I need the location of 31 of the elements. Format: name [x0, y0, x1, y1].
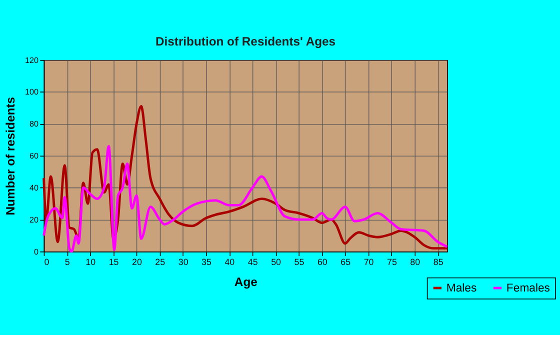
y-tick-label: 100 [25, 88, 40, 97]
x-tick-label: 35 [202, 256, 212, 267]
x-tick-label: 40 [224, 256, 235, 267]
x-tick-label: 0 [44, 256, 50, 267]
x-tick-label: 70 [364, 256, 374, 267]
y-axis-title: Number of residents [3, 96, 18, 216]
x-tick-label: 15 [108, 256, 119, 267]
x-tick-label: 75 [386, 256, 397, 267]
x-axis-title: Age [234, 274, 258, 289]
chart-title: Distribution of Residents' Ages [155, 34, 336, 48]
x-tick-label: 25 [155, 256, 166, 267]
x-tick-label: 85 [433, 256, 444, 267]
x-tick-label: 50 [271, 256, 282, 267]
x-tick-label: 65 [340, 256, 351, 267]
x-tick-label: 45 [248, 256, 258, 267]
legend-label: Females [506, 282, 550, 294]
y-tick-label: 120 [25, 56, 40, 65]
x-tick-label: 20 [132, 256, 142, 267]
y-tick-label: 0 [34, 247, 40, 256]
legend-label: Males [446, 282, 477, 294]
x-tick-label: 10 [86, 256, 96, 267]
y-tick-label: 40 [30, 183, 40, 192]
x-tick-label: 30 [178, 256, 188, 267]
x-tick-label: 5 [64, 256, 70, 267]
x-tick-label: 80 [410, 256, 420, 267]
y-tick-label: 60 [30, 152, 40, 161]
y-tick-label: 80 [30, 120, 40, 129]
x-tick-label: 60 [317, 256, 328, 267]
line-series [42, 105, 448, 250]
x-tick-label: 55 [294, 256, 304, 267]
y-tick-label: 20 [30, 215, 40, 224]
